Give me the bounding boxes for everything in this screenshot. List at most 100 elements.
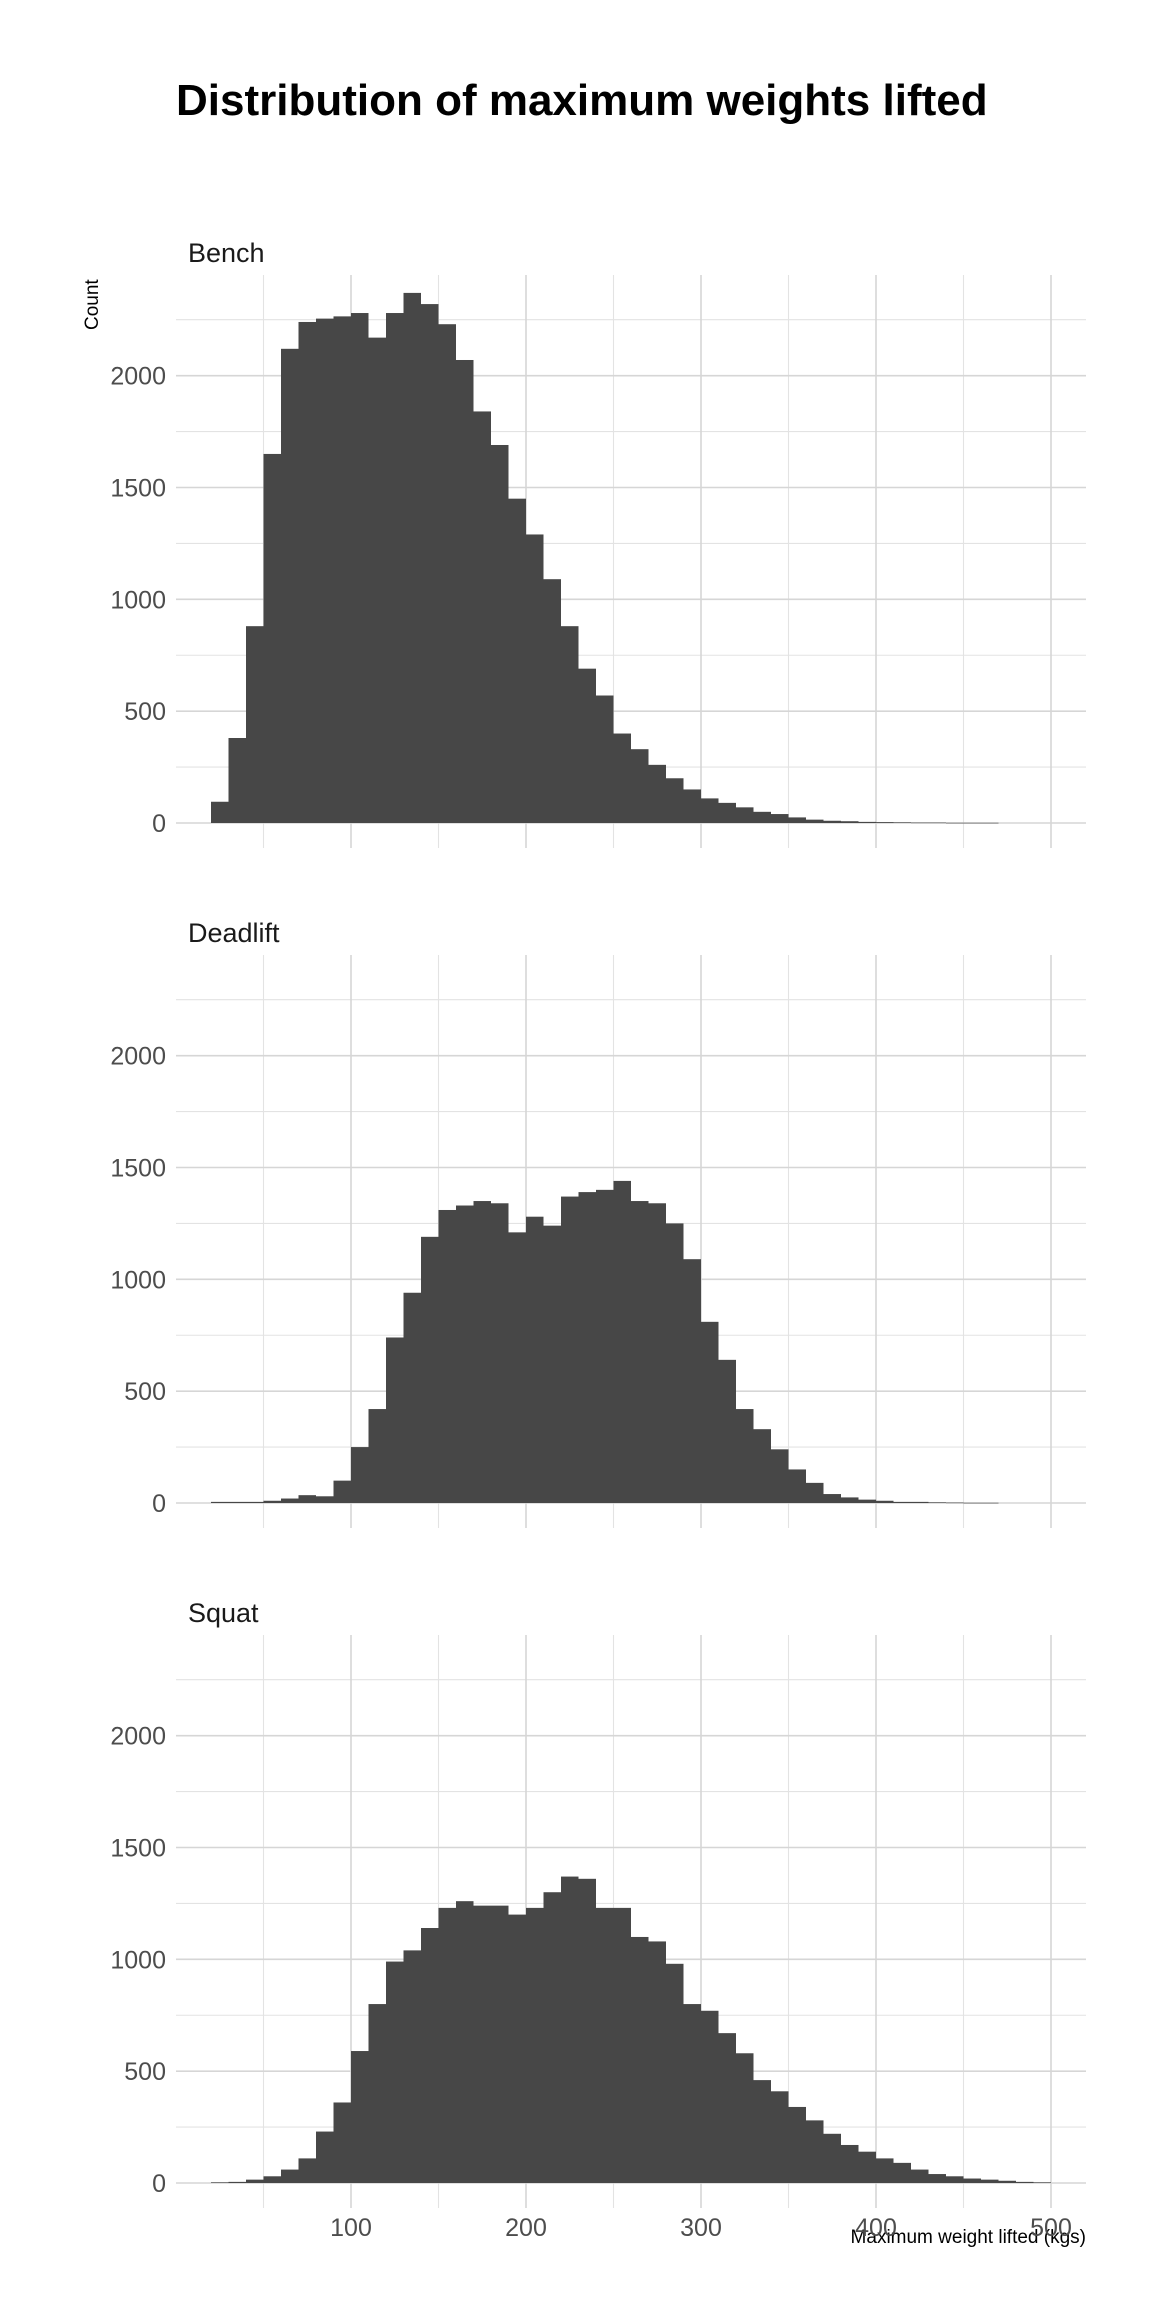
histogram-bar [368,1409,386,1503]
x-tick-label: 300 [680,2214,722,2242]
histogram-bar [508,1914,526,2183]
histogram-bar [246,626,264,823]
histogram-bar [561,1876,579,2183]
histogram-bar [981,1502,999,1504]
histogram-bar [316,2131,334,2183]
y-tick-label: 2000 [110,1043,166,1071]
histogram-bar [421,304,439,824]
histogram-bar [456,1205,474,1503]
histogram-bar [526,1216,544,1503]
histogram-bar [718,2033,736,2183]
histogram-bar [421,1236,439,1503]
histogram-bar [613,1907,631,2183]
histogram-bar [753,811,771,823]
histogram-bar [963,2178,981,2183]
x-tick-label: 200 [505,2214,547,2242]
histogram-bar [946,1502,964,1504]
y-tick-label: 1000 [110,586,166,614]
histogram-bar [963,1502,981,1504]
histogram-bar [298,321,316,823]
y-tick-label: 0 [152,810,166,838]
histogram-bar [263,453,281,823]
histogram-bar [858,1499,876,1503]
panel-squat: Squat 0 500 1000 1500 2000 100 200 300 400 500 [110,1598,1086,2242]
histogram-bar [333,316,351,823]
histogram-bar [683,2004,701,2183]
histogram-bar [666,1223,684,1503]
histogram-bar [806,1482,824,1503]
histogram-bar [736,1409,754,1503]
histogram-bar [788,1469,806,1503]
histogram-bar [1033,2182,1051,2183]
y-tick-label: 1000 [110,1946,166,1974]
histogram-bar [736,807,754,823]
histogram-bar [228,738,246,823]
x-tick-label: 100 [330,2214,372,2242]
y-tick-label: 2000 [110,363,166,391]
histogram-bar [351,313,369,823]
histogram-bar [263,1500,281,1503]
histogram-bar [631,1936,649,2183]
histogram-bar [718,1359,736,1503]
histogram-bar [368,337,386,823]
histogram-bar [298,2158,316,2183]
facet-label: Bench [188,238,265,268]
histogram-bar [981,2179,999,2183]
histogram-bar [823,820,841,823]
histogram-bar [928,822,946,824]
histogram-bar [263,2176,281,2183]
panel-deadlift: Deadlift 0 500 1000 1500 2000 [110,918,1086,1528]
histogram-bar [403,1950,421,2183]
histogram-bar [963,822,981,824]
histogram-bar [823,2133,841,2183]
histogram-bar [928,2174,946,2183]
histogram-bar [596,1907,614,2183]
histogram-bar [666,1963,684,2183]
histogram-bar [701,798,719,823]
histogram-bar [473,1201,491,1503]
y-tick-label: 2000 [110,1723,166,1751]
histogram-bar [893,1501,911,1503]
histogram-bar [561,1196,579,1503]
histogram-bar [491,1905,509,2183]
histogram-bar [998,2180,1016,2183]
histogram-bar [491,1203,509,1503]
histogram-bar [911,822,929,824]
histogram-bar [438,1907,456,2183]
histogram-bar [981,822,999,824]
x-tick-label: 500 [1030,2214,1072,2242]
histogram-bar [701,1321,719,1503]
histogram-bar [858,821,876,823]
histogram-bar [578,668,596,823]
histogram-bar [771,2091,789,2183]
histogram-bar [841,2144,859,2183]
y-tick-label: 1000 [110,1266,166,1294]
histogram-bar [613,733,631,823]
histogram-bar [368,2004,386,2183]
histogram-bar [316,1496,334,1503]
histogram-bar [281,2169,299,2183]
chart-title: Distribution of maximum weights lifted [176,76,988,125]
y-tick-label: 0 [152,1490,166,1518]
histogram-bar [876,1500,894,1503]
histogram-bar [438,324,456,823]
histogram-bar [316,318,334,823]
histogram-bar [911,2169,929,2183]
histogram-bar [491,444,509,823]
histogram-bar [456,1901,474,2183]
histogram-bar [648,1203,666,1503]
histogram-bar [771,814,789,823]
histogram-bar [333,1480,351,1503]
histogram-bar [508,1232,526,1503]
y-tick-label: 500 [124,698,166,726]
histogram-bar [946,2176,964,2183]
histogram-bar [718,802,736,823]
y-axis-label: Count [82,279,103,330]
histogram-bar [403,292,421,823]
histogram-bar [771,1449,789,1503]
histogram-bar [893,2162,911,2183]
histogram-bar [683,1259,701,1503]
histogram-bar [543,1225,561,1503]
y-tick-label: 1500 [110,1834,166,1862]
y-tick-label: 500 [124,1378,166,1406]
